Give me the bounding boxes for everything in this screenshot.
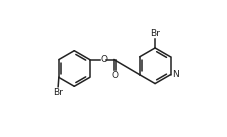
Text: Br: Br	[53, 88, 63, 97]
Text: N: N	[171, 70, 178, 79]
Text: Br: Br	[150, 29, 159, 38]
Text: O: O	[111, 71, 118, 80]
Text: O: O	[100, 55, 107, 64]
